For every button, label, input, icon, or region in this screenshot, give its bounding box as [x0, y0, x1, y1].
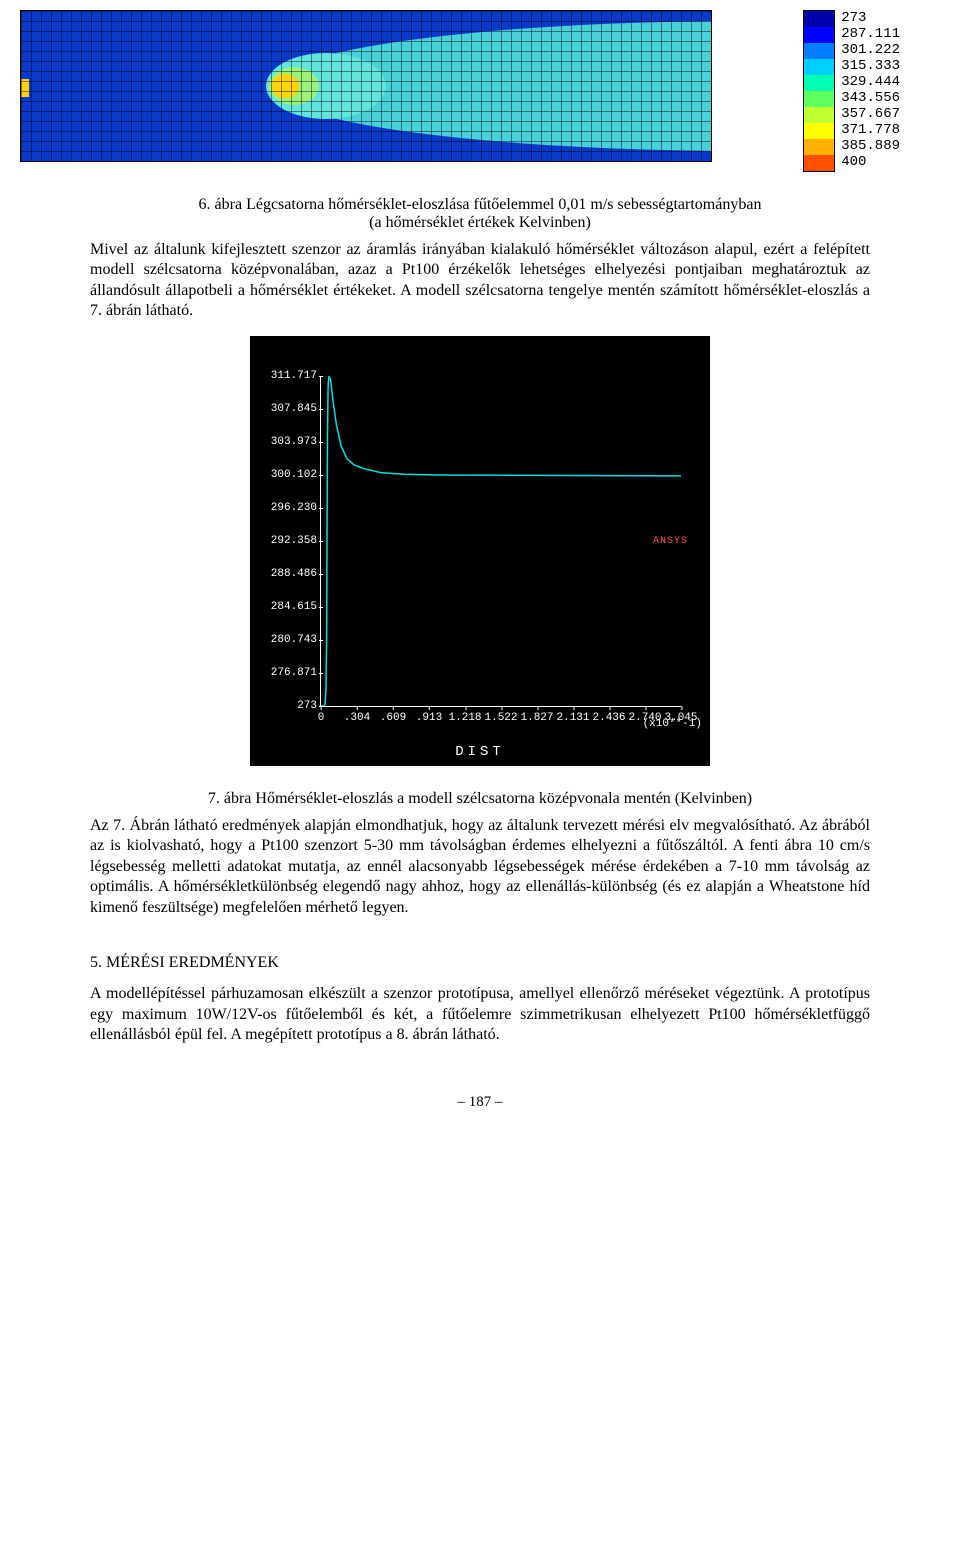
figure-6-caption-line1: 6. ábra Légcsatorna hőmérséklet-eloszlás… — [199, 196, 762, 213]
paragraph-2: Az 7. Ábrán látható eredmények alapján e… — [90, 816, 870, 918]
legend-swatch — [804, 27, 834, 43]
x-tick: .913 — [416, 712, 442, 724]
page-number: – 187 – — [90, 1094, 870, 1111]
y-tick: 284.615 — [259, 601, 317, 613]
legend-label: 329.444 — [841, 74, 900, 90]
x-scale-exponent: (x10**-1) — [643, 718, 702, 730]
heatmap-core-hot — [271, 74, 299, 98]
legend-swatch — [804, 75, 834, 91]
legend-label: 273 — [841, 10, 900, 26]
legend-swatches — [803, 10, 835, 172]
plot-area: 311.717307.845303.973300.102296.230292.3… — [320, 376, 681, 707]
figure-6-caption: 6. ábra Légcsatorna hőmérséklet-eloszlás… — [90, 196, 870, 232]
y-tick: 280.743 — [259, 634, 317, 646]
x-tick: .609 — [380, 712, 406, 724]
x-tick: 2.131 — [556, 712, 589, 724]
line-chart: 311.717 307.845 303.973 300.102 296.230 292.3… — [250, 336, 710, 766]
y-tick: 307.845 — [259, 403, 317, 415]
heatmap-source-marker — [21, 79, 29, 97]
legend-label: 400 — [841, 154, 900, 170]
y-tick: 273 — [259, 700, 317, 712]
figure-6: 273287.111301.222315.333329.444343.55635… — [0, 0, 960, 172]
section-5-heading: 5. MÉRÉSI EREDMÉNYEK — [90, 954, 870, 972]
x-axis-label: DIST — [455, 744, 505, 760]
legend-labels: 273287.111301.222315.333329.444343.55635… — [841, 10, 900, 170]
colorbar-legend: 273287.111301.222315.333329.444343.55635… — [803, 10, 900, 172]
x-tick: 1.827 — [520, 712, 553, 724]
x-tick: 2.436 — [592, 712, 625, 724]
legend-swatch — [804, 139, 834, 155]
legend-label: 315.333 — [841, 58, 900, 74]
legend-label: 301.222 — [841, 42, 900, 58]
paragraph-3: A modellépítéssel párhuzamosan elkészült… — [90, 984, 870, 1045]
ansys-label: ANSYS — [653, 536, 688, 547]
legend-swatch — [804, 91, 834, 107]
legend-swatch — [804, 11, 834, 27]
temperature-line — [321, 376, 681, 706]
y-tick: 311.717 — [259, 370, 317, 382]
line-path-svg — [321, 376, 681, 706]
legend-label: 371.778 — [841, 122, 900, 138]
y-tick: 303.973 — [259, 436, 317, 448]
legend-label: 343.556 — [841, 90, 900, 106]
y-tick: 292.358 — [259, 535, 317, 547]
y-tick: 276.871 — [259, 667, 317, 679]
paragraph-1: Mivel az általunk kifejlesztett szenzor … — [90, 240, 870, 322]
heatmap — [20, 10, 712, 162]
legend-label: 287.111 — [841, 26, 900, 42]
x-tick: 1.522 — [484, 712, 517, 724]
x-tick: 0 — [318, 712, 325, 724]
legend-swatch — [804, 123, 834, 139]
x-tick: 1.218 — [448, 712, 481, 724]
x-tick: .304 — [344, 712, 370, 724]
legend-swatch — [804, 155, 834, 171]
legend-swatch — [804, 59, 834, 75]
y-tick: 296.230 — [259, 502, 317, 514]
figure-7: 311.717 307.845 303.973 300.102 296.230 292.3… — [90, 336, 870, 766]
legend-swatch — [804, 43, 834, 59]
figure-6-caption-line2: (a hőmérséklet értékek Kelvinben) — [369, 214, 591, 231]
y-tick: 288.486 — [259, 568, 317, 580]
legend-swatch — [804, 107, 834, 123]
legend-label: 357.667 — [841, 106, 900, 122]
figure-7-caption: 7. ábra Hőmérséklet-eloszlás a modell sz… — [90, 790, 870, 808]
y-tick: 300.102 — [259, 469, 317, 481]
legend-label: 385.889 — [841, 138, 900, 154]
